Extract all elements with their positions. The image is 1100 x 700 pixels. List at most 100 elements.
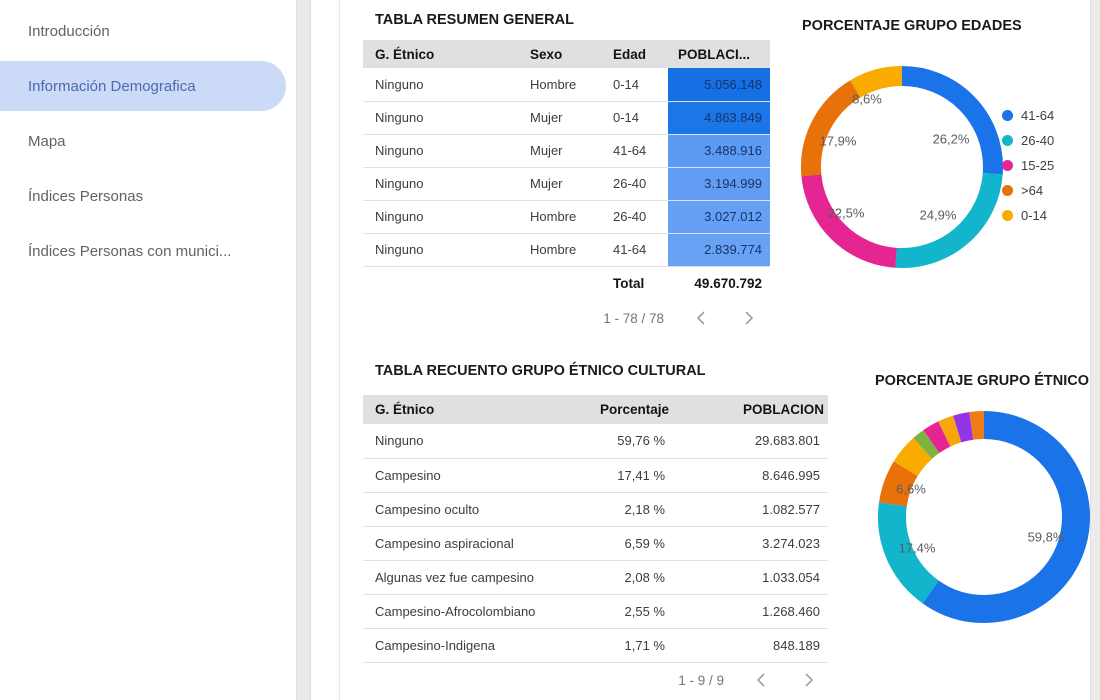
sidebar-item-2[interactable]: Información Demografica <box>0 61 286 111</box>
cell-sexo: Mujer <box>530 101 613 135</box>
cell-poblacion-heatmap: 3.488.916 <box>668 134 770 168</box>
cell-sexo: Hombre <box>530 200 613 234</box>
donut-slice-6[interactable] <box>874 407 1094 627</box>
legend-label: 26-40 <box>1021 133 1055 148</box>
cell-etnico: Ninguno <box>363 134 530 168</box>
table-row: Ninguno Hombre 0-14 5.056.148 <box>363 68 770 102</box>
cell-porcentaje: 1,71 % <box>563 628 673 663</box>
legend-dot-icon <box>1002 110 1013 121</box>
cell-porcentaje: 2,08 % <box>563 560 673 595</box>
slice-label-0-14: 8,6% <box>852 91 882 107</box>
cell-porcentaje: 59,76 % <box>563 424 673 459</box>
etnico-table: G. Étnico Porcentaje POBLACION Ninguno 59… <box>363 395 828 663</box>
summary-table-pagination: 1 - 78 / 78 <box>363 302 770 334</box>
donut-slice-1[interactable] <box>801 66 1003 268</box>
legend-item->64[interactable]: >64 <box>1002 183 1054 198</box>
cell-porcentaje: 2,18 % <box>563 492 673 527</box>
slice-label-aspiracional: 6,6% <box>896 481 926 497</box>
cell-poblacion: 1.268.460 <box>673 594 828 629</box>
sidebar-item-4[interactable]: Índices Personas <box>28 187 144 205</box>
total-label: Total <box>613 275 645 291</box>
legend-item-15-25[interactable]: 15-25 <box>1002 158 1054 173</box>
donut-slice-0[interactable] <box>878 411 1090 623</box>
cell-porcentaje: 6,59 % <box>563 526 673 561</box>
donut-slice-1[interactable] <box>874 407 1094 627</box>
etnico-table-title: TABLA RECUENTO GRUPO ÉTNICO CULTURAL <box>375 363 706 379</box>
summary-table-title: TABLA RESUMEN GENERAL <box>375 12 574 28</box>
legend-label: 41-64 <box>1021 108 1055 123</box>
cell-porcentaje: 2,55 % <box>563 594 673 629</box>
legend-item-0-14[interactable]: 0-14 <box>1002 208 1054 223</box>
summary-table: G. Étnico Sexo Edad POBLACI... Ninguno Ho… <box>363 40 770 267</box>
pagination-range: 1 - 9 / 9 <box>678 672 724 688</box>
column-header-edad[interactable]: Edad <box>613 40 668 68</box>
cell-etnico: Ninguno <box>363 233 530 267</box>
pagination-next-button[interactable] <box>798 671 820 689</box>
cell-edad: 26-40 <box>613 167 668 201</box>
table-row: Algunas vez fue campesino 2,08 % 1.033.054 <box>363 560 828 595</box>
cell-etnico: Ninguno <box>363 167 530 201</box>
sidebar-item-1[interactable]: Introducción <box>28 22 110 40</box>
slice-label-26-40: 24,9% <box>919 207 957 223</box>
donut-slice-3[interactable] <box>874 407 1094 627</box>
donut-slice-5[interactable] <box>874 407 1094 627</box>
cell-edad: 0-14 <box>613 68 668 102</box>
cell-edad: 41-64 <box>613 134 668 168</box>
column-header-porcentaje[interactable]: Porcentaje <box>563 395 673 424</box>
pagination-next-button[interactable] <box>738 309 760 327</box>
chevron-right-icon <box>745 311 754 325</box>
column-header-etnico[interactable]: G. Étnico <box>363 40 530 68</box>
cell-etnico: Campesino aspiracional <box>363 526 563 561</box>
legend-label: 0-14 <box>1021 208 1048 223</box>
cell-poblacion: 29.683.801 <box>673 424 828 459</box>
slice-label-campesino: 17,4% <box>898 540 936 556</box>
sidebar-item-5[interactable]: Índices Personas con munici... <box>28 242 232 260</box>
cell-poblacion-heatmap: 2.839.774 <box>668 233 770 267</box>
cell-poblacion: 848.189 <box>673 628 828 663</box>
donut-slice-7[interactable] <box>874 407 1094 627</box>
donut-slice-4[interactable] <box>792 57 1012 277</box>
column-header-sexo[interactable]: Sexo <box>530 40 613 68</box>
legend-item-26-40[interactable]: 26-40 <box>1002 133 1054 148</box>
cell-etnico: Ninguno <box>363 200 530 234</box>
table-row: Ninguno Mujer 41-64 3.488.916 <box>363 134 770 168</box>
cell-poblacion: 1.033.054 <box>673 560 828 595</box>
canvas-edge-divider <box>339 0 340 700</box>
column-header-poblacion[interactable]: POBLACI... <box>668 40 770 68</box>
summary-table-total-row: Total 49.670.792 <box>363 266 770 300</box>
sidebar-item-3[interactable]: Mapa <box>28 132 66 150</box>
pagination-prev-button[interactable] <box>690 309 712 327</box>
cell-poblacion: 3.274.023 <box>673 526 828 561</box>
etnico-table-pagination: 1 - 9 / 9 <box>363 664 828 696</box>
table-row: Campesino-Afrocolombiano 2,55 % 1.268.460 <box>363 594 828 629</box>
cell-etnico: Ninguno <box>363 101 530 135</box>
cell-poblacion-heatmap: 3.027.012 <box>668 200 770 234</box>
cell-poblacion: 8.646.995 <box>673 458 828 493</box>
cell-sexo: Hombre <box>530 233 613 267</box>
ages-donut-chart <box>792 57 1012 277</box>
cell-etnico: Ninguno <box>363 424 563 459</box>
page-scrollbar[interactable] <box>1090 0 1100 700</box>
pagination-prev-button[interactable] <box>750 671 772 689</box>
table-row: Ninguno Hombre 26-40 3.027.012 <box>363 200 770 234</box>
summary-table-header-row: G. Étnico Sexo Edad POBLACI... <box>363 40 770 68</box>
slice-label-41-64: 26,2% <box>932 131 970 147</box>
cell-sexo: Mujer <box>530 167 613 201</box>
table-row: Ninguno Mujer 0-14 4.863.849 <box>363 101 770 135</box>
cell-poblacion: 1.082.577 <box>673 492 828 527</box>
legend-item-41-64[interactable]: 41-64 <box>1002 108 1054 123</box>
sidebar-scrollbar[interactable] <box>296 0 311 700</box>
total-value: 49.670.792 <box>694 275 762 291</box>
table-row: Ninguno Mujer 26-40 3.194.999 <box>363 167 770 201</box>
chevron-right-icon <box>805 673 814 687</box>
cell-poblacion-heatmap: 5.056.148 <box>668 68 770 102</box>
table-row: Campesino oculto 2,18 % 1.082.577 <box>363 492 828 527</box>
column-header-etnico[interactable]: G. Étnico <box>363 395 563 424</box>
legend-dot-icon <box>1002 135 1013 146</box>
slice-label-15-25: 22,5% <box>827 205 865 221</box>
legend-dot-icon <box>1002 160 1013 171</box>
donut-slice-4[interactable] <box>874 407 1094 627</box>
column-header-poblacion[interactable]: POBLACION <box>673 395 828 424</box>
legend-label: 15-25 <box>1021 158 1055 173</box>
legend-dot-icon <box>1002 210 1013 221</box>
